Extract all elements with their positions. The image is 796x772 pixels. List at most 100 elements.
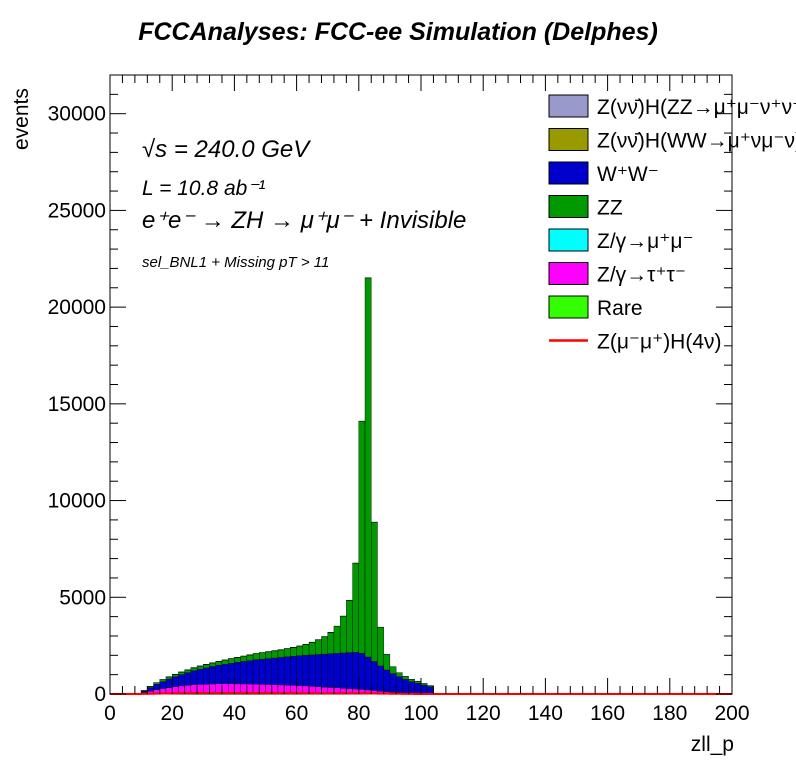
legend-label-6: Rare (597, 297, 643, 320)
x-tick-label-180: 180 (652, 702, 687, 725)
bar-WW-17 (246, 660, 254, 685)
bar-WW-32 (339, 652, 347, 689)
bar-ZZ-13 (221, 659, 229, 665)
y-tick-label-5000: 5000 (59, 586, 106, 609)
bar-ZZ-22 (277, 649, 285, 658)
bar-ZZ-12 (215, 661, 223, 666)
bar-ZZ-21 (271, 650, 279, 659)
legend-label-2: W⁺W⁻ (597, 163, 659, 186)
bar-WW-15 (234, 662, 241, 685)
bar-WW-23 (283, 656, 291, 686)
bar-ZZ-16 (240, 656, 248, 662)
bar-WW-45 (420, 684, 428, 694)
process-annotation: e⁺e⁻ → ZH → μ⁺μ⁻ + Invisible (142, 207, 467, 234)
bar-ZZ-37 (371, 522, 378, 662)
bar-ZZ-19 (259, 652, 266, 660)
luminosity-annotation: L = 10.8 ab⁻¹ (142, 177, 266, 200)
y-tick-label-20000: 20000 (48, 296, 106, 319)
bar-WW-35 (358, 653, 366, 690)
bar-WW-34 (352, 652, 359, 690)
bar-WW-29 (321, 653, 328, 688)
bar-ZZ-36 (364, 277, 372, 658)
legend-swatch-0 (548, 94, 589, 118)
bar-WW-1 (147, 687, 154, 692)
y-tick-label-25000: 25000 (48, 199, 106, 222)
bar-WW-12 (215, 664, 223, 684)
x-tick-label-100: 100 (403, 702, 438, 725)
bar-ZZ-6 (178, 671, 185, 675)
bar-WW-27 (308, 654, 316, 687)
bar-WW-38 (377, 665, 384, 692)
bar-ZZ-28 (315, 639, 322, 655)
bar-WW-25 (296, 655, 304, 686)
bar-ZZ-20 (265, 651, 272, 659)
legend-label-1: Z(νν̄)H(WW→μ⁺νμ⁻ν) (597, 130, 796, 153)
selection-annotation: sel_BNL1 + Missing pT > 11 (142, 254, 330, 271)
x-tick-label-120: 120 (466, 702, 501, 725)
bar-ZZ-27 (308, 642, 316, 656)
bar-ZZ-4 (165, 676, 173, 680)
legend-swatch-5 (548, 262, 589, 285)
legend-label-4: Z/γ→μ⁺μ⁻ (597, 230, 694, 253)
bar-WW-10 (203, 667, 210, 685)
bar-WW-3 (159, 681, 167, 689)
bar-WW-5 (171, 676, 179, 687)
bar-ZZ-14 (227, 658, 235, 664)
bar-WW-22 (277, 657, 285, 686)
bar-WW-19 (259, 658, 266, 685)
bar-ZZ-17 (246, 654, 254, 661)
bar-WW-30 (327, 653, 335, 688)
bar-WW-13 (221, 664, 229, 684)
bar-ZZ-35 (358, 421, 366, 654)
x-tick-label-80: 80 (347, 702, 370, 725)
bar-WW-42 (402, 679, 409, 694)
bar-ZZ-40 (389, 666, 397, 674)
x-axis-label: zll_p (690, 733, 734, 756)
energy-annotation: √s = 240.0 GeV (142, 136, 310, 163)
legend-label-3: ZZ (597, 197, 623, 220)
bar-WW-43 (408, 681, 415, 694)
bar-ZZ-44 (414, 681, 422, 684)
bar-WW-28 (315, 654, 322, 687)
bar-ZZ-7 (184, 669, 192, 673)
bar-ZZ-5 (171, 674, 179, 677)
bar-ZZ-32 (339, 616, 347, 654)
bar-WW-39 (383, 669, 391, 692)
bar-ZZ-41 (395, 672, 403, 677)
bar-ZZ-10 (203, 664, 210, 669)
bar-WW-2 (153, 684, 160, 690)
bar-ZZ-26 (302, 644, 310, 656)
bar-WW-46 (427, 686, 434, 694)
bar-WW-9 (196, 669, 204, 685)
x-tick-label-60: 60 (285, 702, 308, 725)
bar-ZZ-34 (352, 563, 359, 653)
x-tick-label-200: 200 (714, 702, 749, 725)
bar-WW-33 (346, 652, 353, 689)
bar-ZZ-15 (234, 657, 241, 663)
x-tick-label-160: 160 (590, 702, 625, 725)
bar-ZZ-8 (190, 667, 198, 671)
bar-ZZ-2 (153, 682, 160, 685)
bar-ZZ-9 (196, 665, 204, 670)
bar-WW-6 (178, 674, 185, 687)
bar-WW-18 (252, 659, 260, 685)
legend-swatch-1 (548, 128, 589, 151)
bar-ZZ-25 (296, 645, 304, 656)
bar-ZZ-33 (346, 600, 353, 653)
bar-WW-44 (414, 683, 422, 694)
legend-label-7: Z(μ⁻μ⁺)H(4ν) (597, 331, 722, 354)
x-tick-label-20: 20 (161, 702, 184, 725)
bar-ZZ-38 (377, 627, 384, 667)
legend-swatch-6 (548, 295, 589, 319)
bar-ZZ-42 (402, 676, 409, 680)
bar-WW-26 (302, 655, 310, 687)
bar-ZZ-23 (283, 648, 291, 658)
bar-ZZ-24 (290, 647, 297, 657)
bar-WW-21 (271, 657, 279, 685)
x-tick-label-40: 40 (223, 702, 246, 725)
bar-ZZ-29 (321, 636, 328, 655)
bar-WW-31 (333, 653, 341, 689)
bar-WW-4 (165, 678, 173, 688)
bar-WW-11 (209, 666, 216, 685)
